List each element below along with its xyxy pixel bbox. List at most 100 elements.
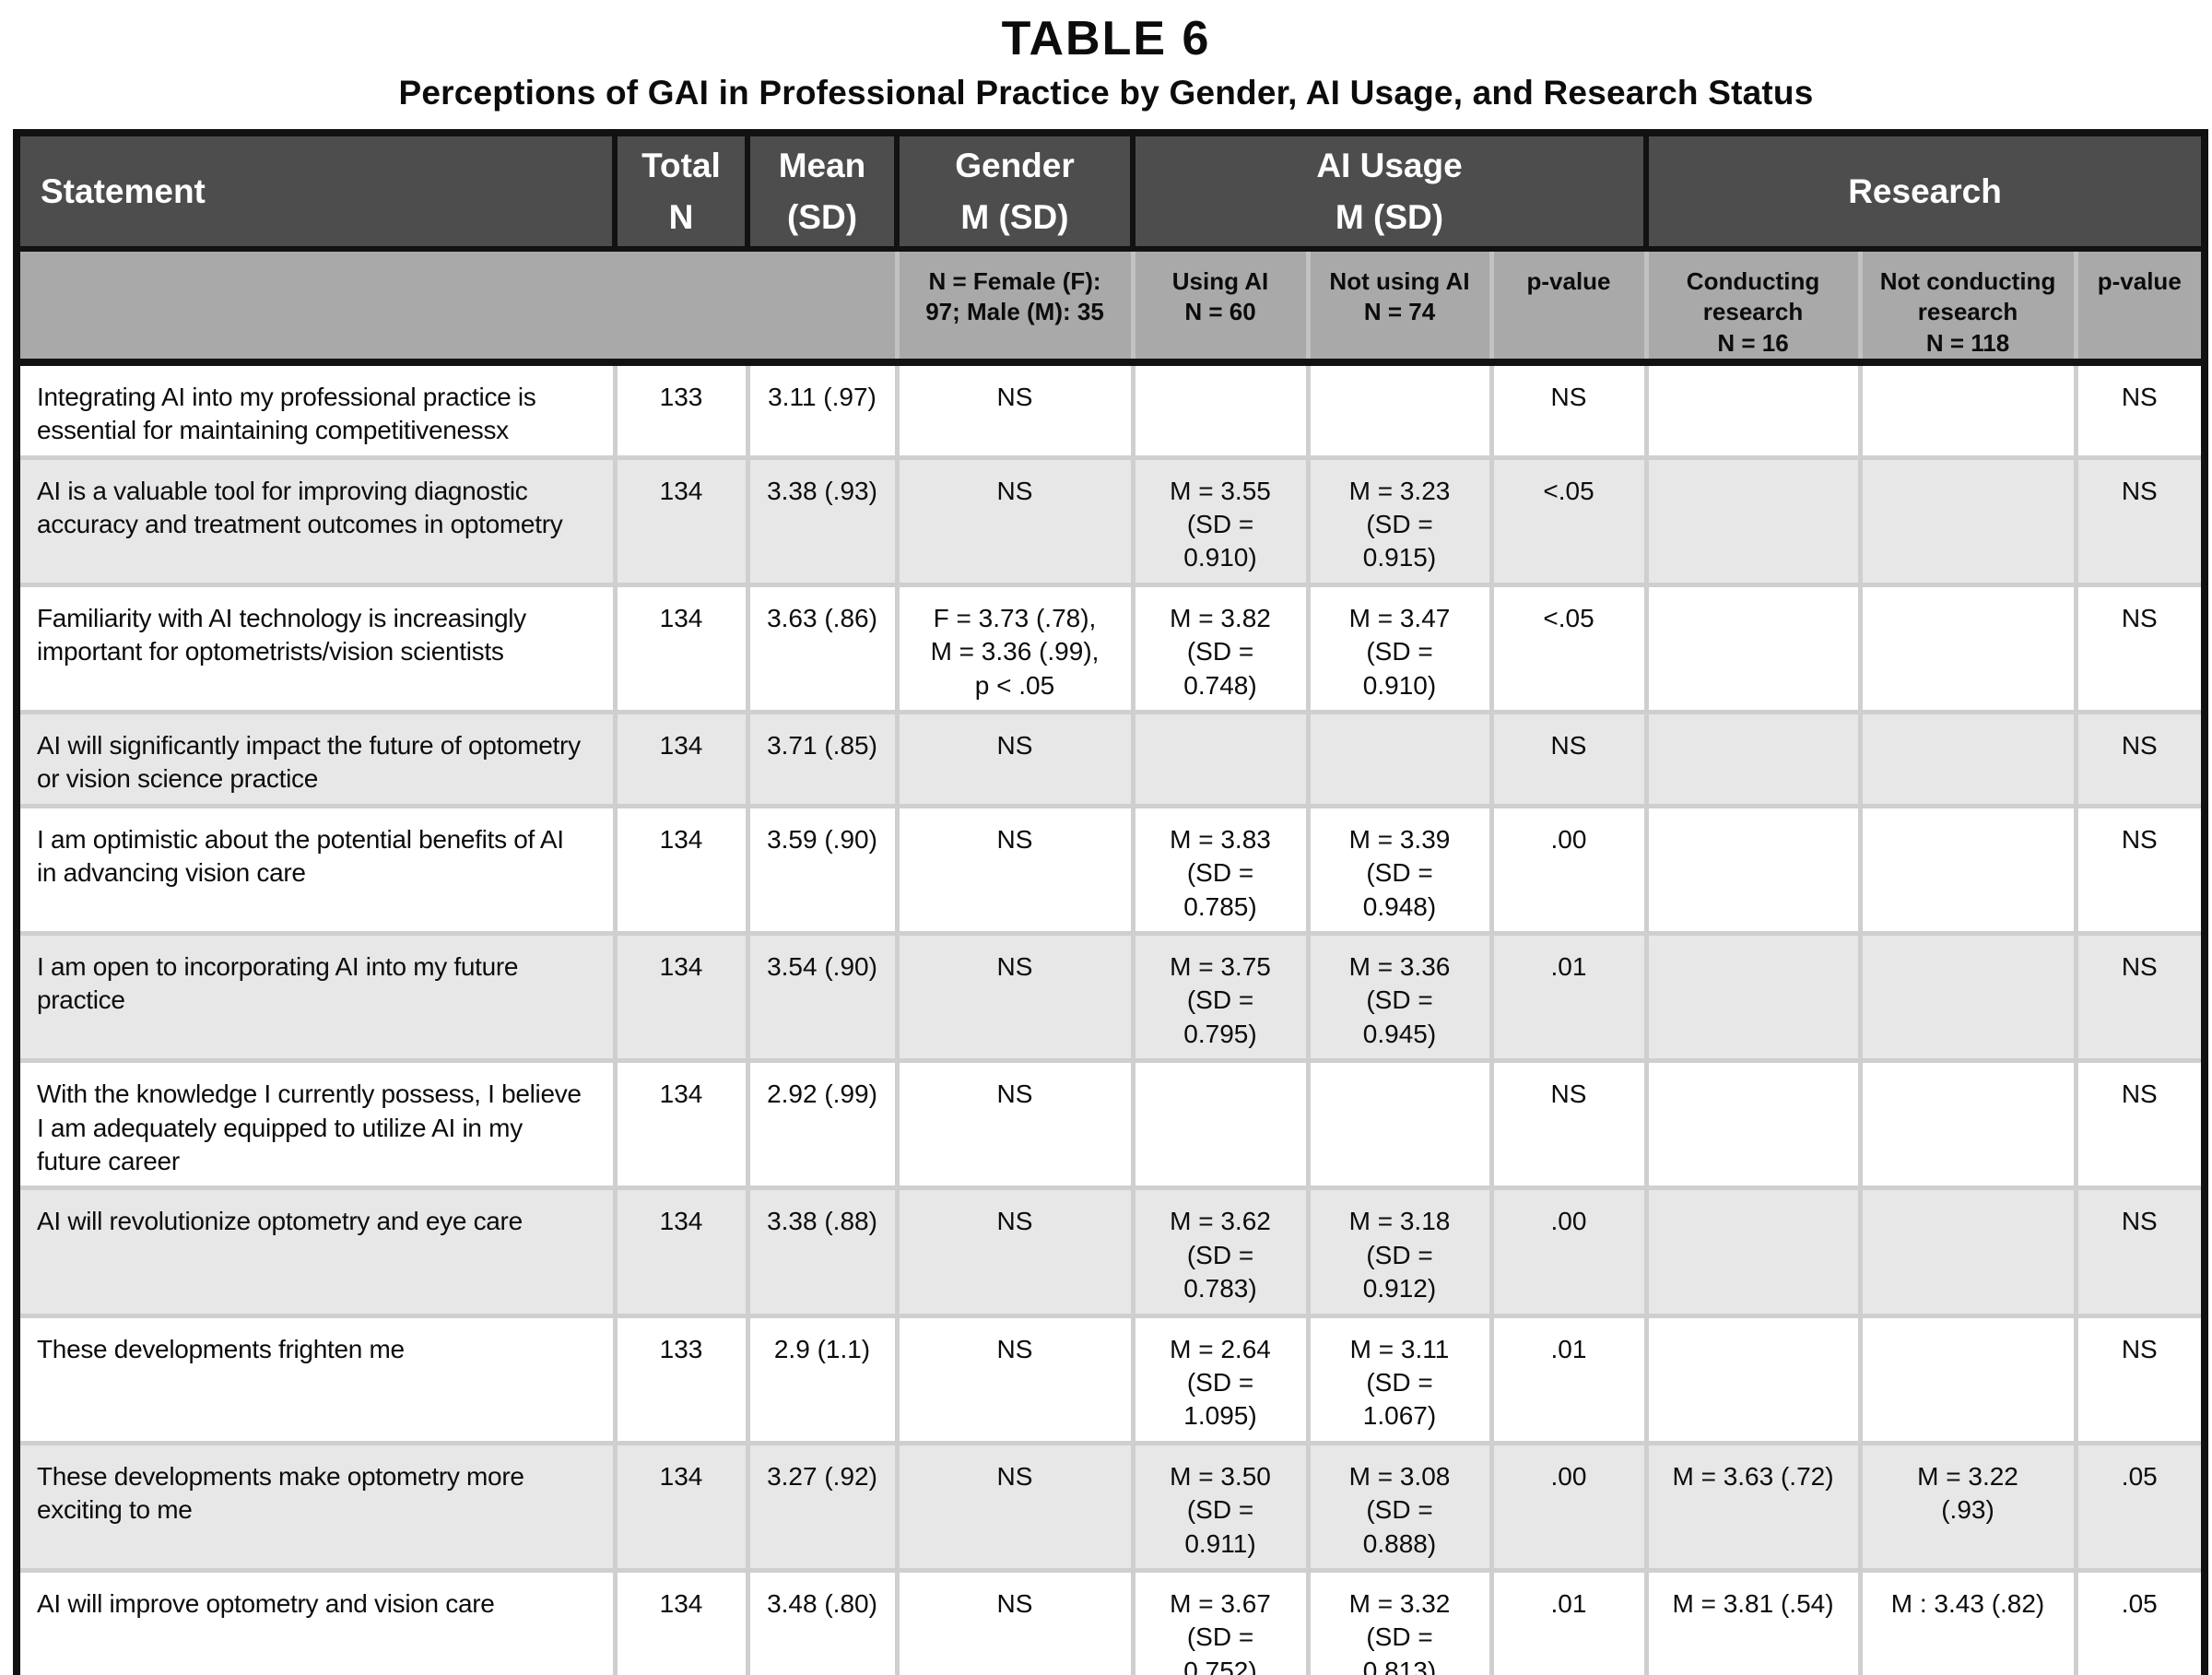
cell-using-ai: M = 3.75 (SD = 0.795) xyxy=(1130,931,1311,1064)
cell-not-conducting xyxy=(1857,582,2078,714)
cell-p-value-ai: <.05 xyxy=(1488,582,1649,714)
title-block: TABLE 6 Perceptions of GAI in Profession… xyxy=(0,0,2212,112)
subheader-not-using-ai: Not using AI N = 74 xyxy=(1305,246,1494,366)
table-row: AI will revolutionize optometry and eye … xyxy=(14,1185,2207,1318)
cell-p-value-research: NS xyxy=(2073,709,2207,808)
cell-p-value-research: .05 xyxy=(2073,1567,2207,1675)
table-row: Integrating AI into my professional prac… xyxy=(14,360,2207,460)
cell-using-ai xyxy=(1130,709,1311,808)
cell-statement: AI will significantly impact the future … xyxy=(14,709,618,808)
header-statement: Statement xyxy=(14,130,618,252)
cell-mean-sd: 3.38 (.88) xyxy=(745,1185,900,1318)
cell-p-value-ai: NS xyxy=(1488,360,1649,460)
cell-gender: NS xyxy=(894,931,1135,1064)
cell-p-value-research: .05 xyxy=(2073,1440,2207,1573)
cell-statement: AI will revolutionize optometry and eye … xyxy=(14,1185,618,1318)
cell-conducting xyxy=(1643,360,1863,460)
table-row: I am open to incorporating AI into my fu… xyxy=(14,931,2207,1064)
header-gender: Gender M (SD) xyxy=(894,130,1135,252)
cell-p-value-ai: NS xyxy=(1488,1058,1649,1191)
cell-conducting xyxy=(1643,1058,1863,1191)
cell-using-ai xyxy=(1130,1058,1311,1191)
cell-conducting xyxy=(1643,803,1863,937)
cell-not-using-ai xyxy=(1305,1058,1494,1191)
cell-total-n: 134 xyxy=(612,1058,750,1191)
cell-gender: NS xyxy=(894,1058,1135,1191)
cell-gender: NS xyxy=(894,709,1135,808)
cell-conducting: M = 3.63 (.72) xyxy=(1643,1440,1863,1573)
cell-mean-sd: 3.38 (.93) xyxy=(745,454,900,587)
table-row: With the knowledge I currently possess, … xyxy=(14,1058,2207,1191)
stats-table: Statement Total N Mean (SD) Gender M (SD… xyxy=(13,129,2209,1675)
cell-using-ai xyxy=(1130,360,1311,460)
cell-statement: I am optimistic about the potential bene… xyxy=(14,803,618,937)
cell-p-value-research: NS xyxy=(2073,454,2207,587)
cell-mean-sd: 3.54 (.90) xyxy=(745,931,900,1064)
cell-p-value-research: NS xyxy=(2073,1313,2207,1445)
cell-total-n: 134 xyxy=(612,709,750,808)
cell-mean-sd: 3.11 (.97) xyxy=(745,360,900,460)
cell-conducting xyxy=(1643,582,1863,714)
header-research: Research xyxy=(1643,130,2208,252)
cell-p-value-ai: <.05 xyxy=(1488,454,1649,587)
cell-gender: NS xyxy=(894,1567,1135,1675)
subheader-gender-n: N = Female (F): 97; Male (M): 35 xyxy=(894,246,1135,366)
cell-using-ai: M = 2.64 (SD = 1.095) xyxy=(1130,1313,1311,1445)
subheader-not-conducting: Not conducting research N = 118 xyxy=(1857,246,2078,366)
cell-gender: NS xyxy=(894,1313,1135,1445)
cell-total-n: 134 xyxy=(612,931,750,1064)
cell-not-conducting xyxy=(1857,1313,2078,1445)
cell-total-n: 134 xyxy=(612,1185,750,1318)
cell-total-n: 133 xyxy=(612,1313,750,1445)
header-total-n: Total N xyxy=(612,130,750,252)
cell-p-value-ai: .01 xyxy=(1488,1313,1649,1445)
cell-p-value-ai: .00 xyxy=(1488,803,1649,937)
cell-conducting xyxy=(1643,709,1863,808)
cell-gender: NS xyxy=(894,360,1135,460)
cell-total-n: 134 xyxy=(612,803,750,937)
cell-total-n: 134 xyxy=(612,1567,750,1675)
cell-using-ai: M = 3.55 (SD = 0.910) xyxy=(1130,454,1311,587)
table-row: AI is a valuable tool for improving diag… xyxy=(14,454,2207,587)
cell-mean-sd: 3.27 (.92) xyxy=(745,1440,900,1573)
subheader-using-ai: Using AI N = 60 xyxy=(1130,246,1311,366)
cell-p-value-research: NS xyxy=(2073,1185,2207,1318)
cell-total-n: 133 xyxy=(612,360,750,460)
table-body: Integrating AI into my professional prac… xyxy=(14,360,2207,1675)
cell-gender: NS xyxy=(894,803,1135,937)
cell-not-conducting: M : 3.43 (.82) xyxy=(1857,1567,2078,1675)
cell-gender: F = 3.73 (.78), M = 3.36 (.99), p < .05 xyxy=(894,582,1135,714)
cell-statement: AI is a valuable tool for improving diag… xyxy=(14,454,618,587)
table-row: AI will improve optometry and vision car… xyxy=(14,1567,2207,1675)
header-ai-usage: AI Usage M (SD) xyxy=(1129,130,1650,252)
cell-using-ai: M = 3.67 (SD = 0.752) xyxy=(1130,1567,1311,1675)
cell-not-using-ai xyxy=(1305,360,1494,460)
cell-not-conducting xyxy=(1857,803,2078,937)
cell-not-using-ai: M = 3.36 (SD = 0.945) xyxy=(1305,931,1494,1064)
cell-statement: With the knowledge I currently possess, … xyxy=(14,1058,618,1191)
table-row: These developments frighten me 133 2.9 (1.… xyxy=(14,1313,2207,1445)
cell-mean-sd: 3.71 (.85) xyxy=(745,709,900,808)
cell-statement: These developments frighten me xyxy=(14,1313,618,1445)
cell-not-using-ai: M = 3.18 (SD = 0.912) xyxy=(1305,1185,1494,1318)
cell-not-using-ai: M = 3.47 (SD = 0.910) xyxy=(1305,582,1494,714)
cell-conducting xyxy=(1643,454,1863,587)
cell-mean-sd: 2.92 (.99) xyxy=(745,1058,900,1191)
cell-using-ai: M = 3.62 (SD = 0.783) xyxy=(1130,1185,1311,1318)
cell-statement: Integrating AI into my professional prac… xyxy=(14,360,618,460)
cell-not-using-ai xyxy=(1305,709,1494,808)
cell-p-value-ai: .00 xyxy=(1488,1440,1649,1573)
cell-p-value-ai: .01 xyxy=(1488,1567,1649,1675)
cell-not-using-ai: M = 3.39 (SD = 0.948) xyxy=(1305,803,1494,937)
cell-mean-sd: 3.63 (.86) xyxy=(745,582,900,714)
cell-not-conducting: M = 3.22 (.93) xyxy=(1857,1440,2078,1573)
cell-mean-sd: 3.48 (.80) xyxy=(745,1567,900,1675)
cell-p-value-research: NS xyxy=(2073,582,2207,714)
cell-using-ai: M = 3.83 (SD = 0.785) xyxy=(1130,803,1311,937)
cell-not-using-ai: M = 3.11 (SD = 1.067) xyxy=(1305,1313,1494,1445)
cell-using-ai: M = 3.50 (SD = 0.911) xyxy=(1130,1440,1311,1573)
cell-total-n: 134 xyxy=(612,582,750,714)
cell-not-conducting xyxy=(1857,454,2078,587)
cell-using-ai: M = 3.82 (SD = 0.748) xyxy=(1130,582,1311,714)
cell-not-conducting xyxy=(1857,931,2078,1064)
